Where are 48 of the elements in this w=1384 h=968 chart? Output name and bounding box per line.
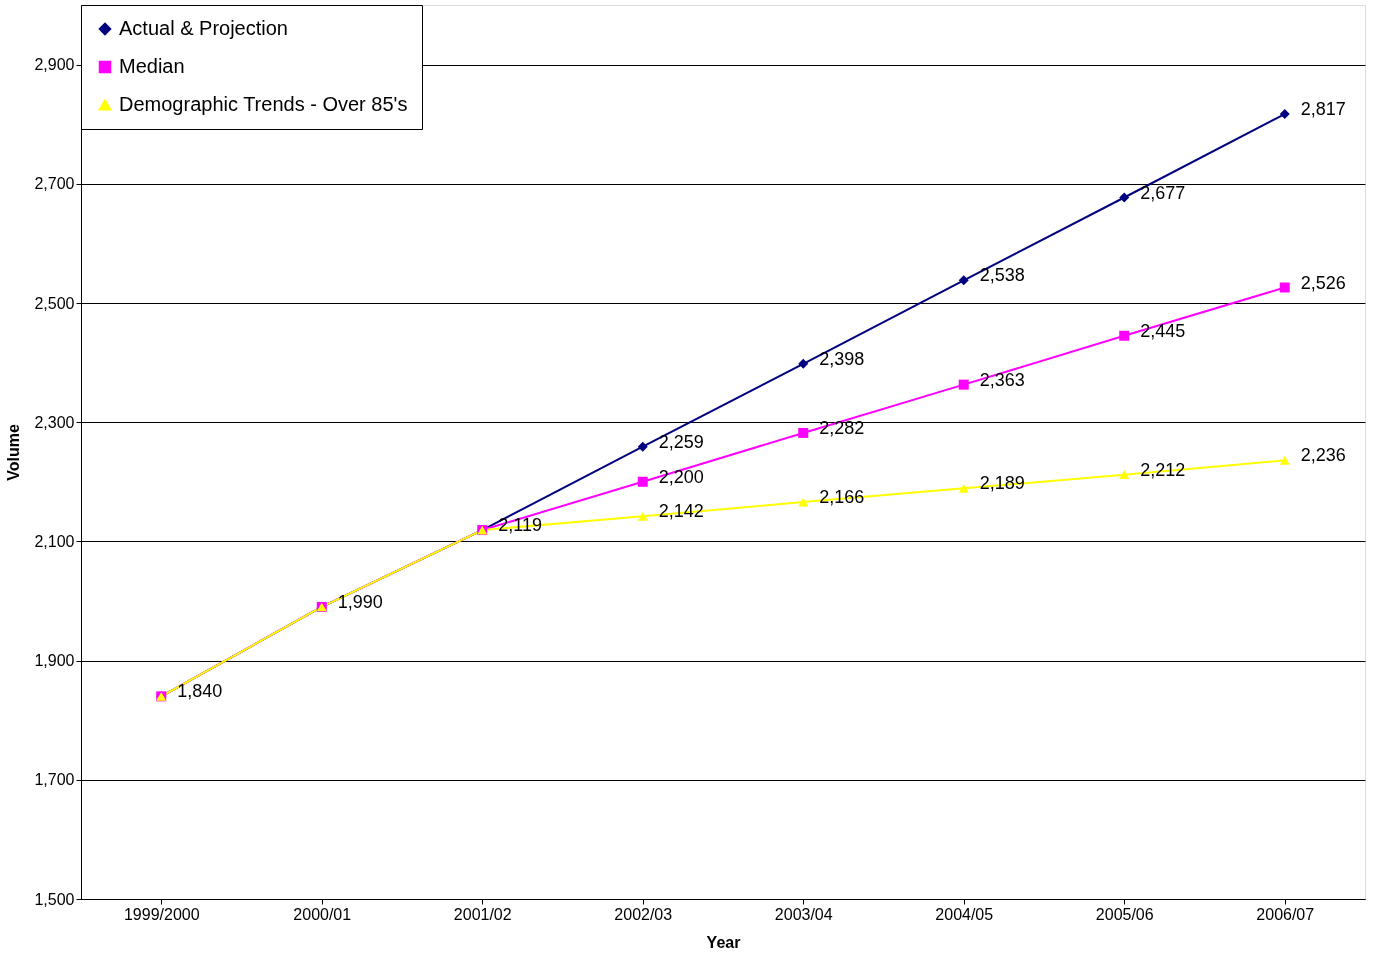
point (1279, 456, 1290, 465)
point (637, 441, 648, 452)
data-label: 1,990 (337, 591, 383, 612)
data-label: 2,445 (1140, 320, 1186, 341)
x-tick-label: 2006/07 (1256, 905, 1315, 923)
point (1119, 330, 1130, 341)
data-label: 2,363 (979, 369, 1025, 390)
data-label: 2,677 (1140, 182, 1186, 203)
data-label: 2,526 (1300, 272, 1346, 293)
x-tick-label: 1999/2000 (123, 905, 200, 923)
point (1279, 109, 1290, 120)
x-axis-title: Year (706, 933, 741, 951)
data-label: 2,259 (658, 431, 704, 452)
y-tick-label: 2,500 (34, 294, 75, 312)
y-tick-label: 1,700 (34, 771, 75, 789)
point (798, 427, 809, 438)
data-label: 2,200 (658, 466, 704, 487)
point (798, 497, 809, 507)
y-tick-label: 2,700 (34, 175, 75, 193)
point (958, 484, 969, 493)
y-tick-label: 1,900 (34, 652, 75, 670)
x-tick-label: 2005/06 (1095, 905, 1154, 923)
y-tick-label: 2,300 (34, 413, 75, 431)
data-label: 2,538 (979, 265, 1025, 286)
point (637, 476, 648, 487)
point (1279, 282, 1290, 293)
legend-label: Demographic Trends - Over 85's (119, 93, 408, 115)
x-tick-label: 2001/02 (453, 905, 512, 923)
point (637, 512, 648, 521)
point (1119, 470, 1130, 479)
y-axis-title: Volume (5, 424, 23, 481)
x-tick-label: 2002/03 (614, 905, 673, 923)
data-label: 2,817 (1300, 99, 1346, 120)
data-label: 2,398 (819, 348, 865, 369)
legend-label: Median (119, 55, 185, 77)
y-tick-label: 2,100 (34, 532, 75, 550)
y-tick-label: 1,500 (34, 890, 75, 908)
point (1119, 192, 1130, 203)
y-tick-label: 2,900 (34, 56, 75, 74)
point (958, 275, 969, 286)
data-label: 2,236 (1300, 445, 1346, 466)
point (798, 358, 809, 369)
x-tick-label: 2000/01 (293, 905, 352, 923)
x-tick-label: 2004/05 (935, 905, 994, 923)
data-label: 1,840 (177, 681, 223, 702)
legend-label: Actual & Projection (119, 17, 288, 39)
x-tick-label: 2003/04 (774, 905, 833, 923)
point (958, 379, 969, 390)
